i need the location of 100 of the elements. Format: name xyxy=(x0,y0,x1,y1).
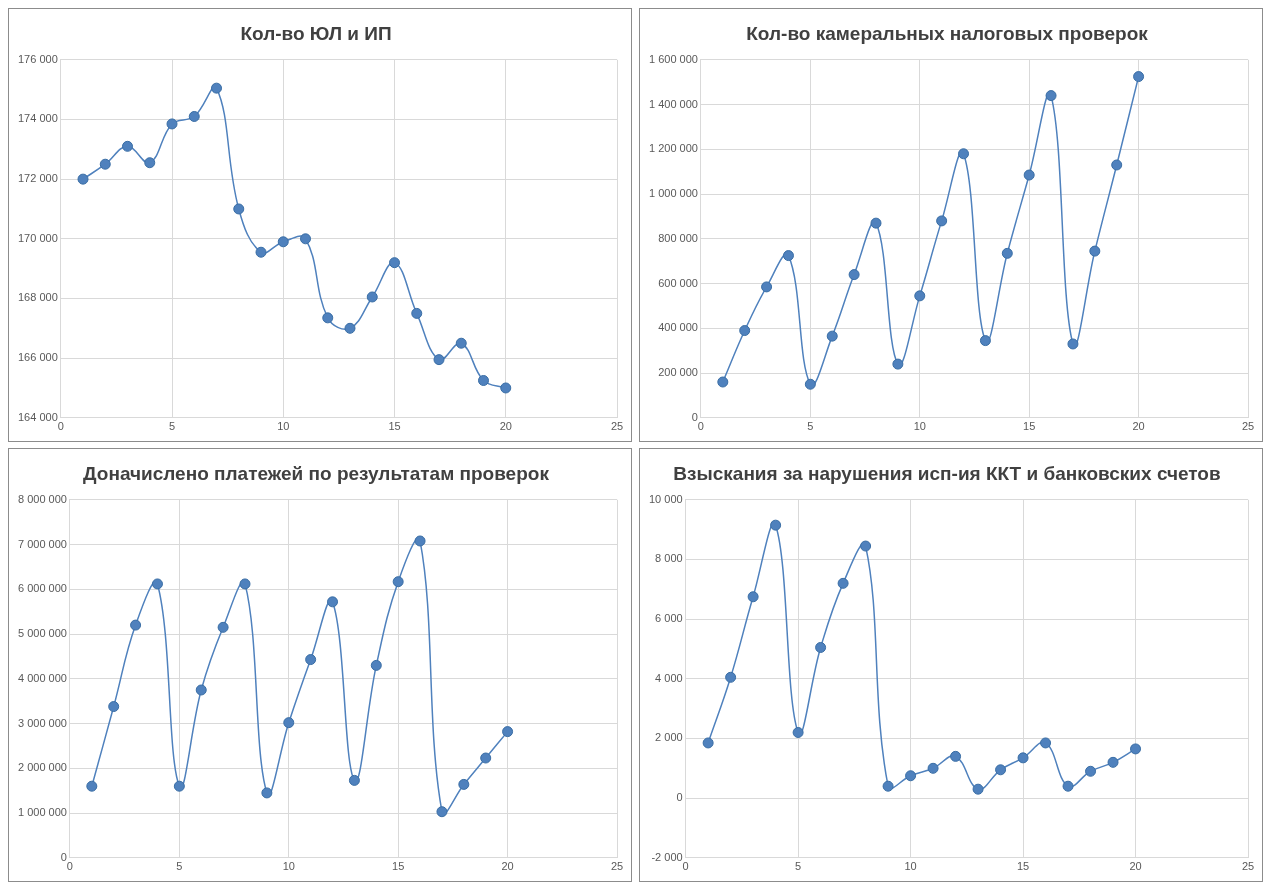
point xyxy=(344,322,356,334)
y-tick-label: 200 000 xyxy=(658,366,698,379)
point xyxy=(870,217,882,229)
point xyxy=(305,654,317,666)
y-tick-label: 1 000 000 xyxy=(18,806,67,819)
point xyxy=(277,236,289,248)
chart-title: Доначислено платежей по результатам проверок xyxy=(83,462,550,484)
point xyxy=(936,215,948,227)
point xyxy=(860,540,872,552)
point xyxy=(389,257,401,269)
point xyxy=(255,246,267,258)
x-tick-label: 25 xyxy=(610,420,624,433)
point xyxy=(211,82,223,94)
y-tick-label: 800 000 xyxy=(658,231,698,244)
point xyxy=(1067,338,1079,350)
point xyxy=(782,250,794,262)
point xyxy=(1001,247,1013,259)
x-tick-label: 20 xyxy=(499,420,512,433)
point xyxy=(500,382,512,394)
y-tick-label: 8 000 000 xyxy=(18,492,67,505)
point xyxy=(392,576,404,588)
x-tick-label: 15 xyxy=(1023,420,1036,433)
x-tick-label: 25 xyxy=(1241,860,1255,873)
point xyxy=(717,376,729,388)
x-tick-label: 10 xyxy=(904,860,917,873)
y-tick-label: 166 000 xyxy=(18,351,58,364)
x-tick-label: 5 xyxy=(168,420,176,433)
x-tick-label: 10 xyxy=(277,420,290,433)
point xyxy=(958,148,970,160)
point xyxy=(1133,71,1145,83)
point xyxy=(348,774,360,786)
point xyxy=(995,764,1007,776)
y-tick-label: 1 000 000 xyxy=(649,187,698,200)
point xyxy=(99,158,111,170)
chart-title: Кол-во камеральных налоговых проверок xyxy=(746,22,1149,44)
point xyxy=(979,335,991,347)
x-tick-label: 15 xyxy=(1016,860,1030,873)
point xyxy=(1023,169,1035,181)
point xyxy=(914,290,926,302)
y-tick-label: 1 200 000 xyxy=(649,142,698,155)
y-tick-label: 7 000 000 xyxy=(18,537,67,550)
y-tick-label: 170 000 xyxy=(18,231,58,244)
y-tick-label: 6 000 000 xyxy=(18,582,67,595)
y-tick-label: 4 000 000 xyxy=(18,671,67,684)
x-tick-label: 10 xyxy=(282,860,295,873)
y-tick-label: 164 000 xyxy=(18,410,58,423)
y-tick-label: 2 000 xyxy=(655,731,683,744)
y-tick-label: -2 000 xyxy=(651,850,683,863)
x-tick-label: 25 xyxy=(1241,420,1255,433)
point xyxy=(188,110,200,122)
y-tick-label: 8 000 xyxy=(655,552,683,565)
y-tick-label: 6 000 xyxy=(655,612,683,625)
point xyxy=(144,157,156,169)
x-tick-label: 5 xyxy=(176,860,183,873)
point xyxy=(1089,245,1101,257)
x-tick-label: 15 xyxy=(388,420,401,433)
point xyxy=(480,752,492,764)
x-tick-label: 25 xyxy=(610,860,624,873)
point xyxy=(86,780,98,792)
x-tick-label: 10 xyxy=(913,420,926,433)
y-tick-label: 0 xyxy=(676,791,683,804)
point xyxy=(411,307,423,319)
point xyxy=(322,312,334,324)
point xyxy=(327,596,339,608)
point xyxy=(905,770,917,782)
y-tick-label: 5 000 000 xyxy=(18,627,67,640)
y-tick-label: 600 000 xyxy=(658,276,698,289)
y-tick-label: 1 400 000 xyxy=(649,97,698,110)
y-tick-label: 10 000 xyxy=(648,492,683,505)
point xyxy=(108,701,120,713)
point xyxy=(747,591,759,603)
point xyxy=(239,578,251,590)
point xyxy=(283,717,295,729)
y-tick-label: 1 600 000 xyxy=(649,52,698,65)
point xyxy=(761,281,773,293)
point xyxy=(739,325,751,337)
point xyxy=(217,621,229,633)
point xyxy=(130,619,142,631)
point xyxy=(770,519,782,531)
point xyxy=(702,737,714,749)
point xyxy=(1040,737,1052,749)
point xyxy=(1045,90,1057,102)
x-tick-label: 5 xyxy=(807,420,814,433)
point xyxy=(502,726,514,738)
point xyxy=(882,780,894,792)
point xyxy=(151,578,163,590)
x-tick-label: 5 xyxy=(795,860,802,873)
point xyxy=(804,378,816,390)
y-tick-label: 400 000 xyxy=(658,321,698,334)
point xyxy=(173,780,185,792)
point xyxy=(972,783,984,795)
point xyxy=(370,659,382,671)
point xyxy=(1017,752,1029,764)
point xyxy=(458,778,470,790)
y-tick-label: 2 000 000 xyxy=(18,761,67,774)
point xyxy=(478,375,489,387)
point xyxy=(927,762,939,774)
point xyxy=(848,269,860,281)
point xyxy=(455,337,467,349)
point xyxy=(77,173,89,185)
